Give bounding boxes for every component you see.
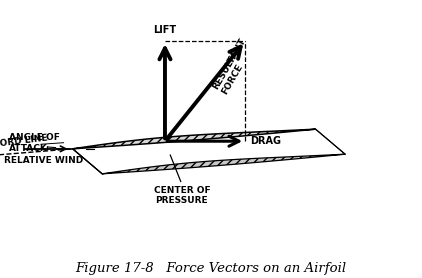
Polygon shape <box>102 154 345 174</box>
Text: CENTER OF
PRESSURE: CENTER OF PRESSURE <box>154 186 210 205</box>
Text: RELATIVE WIND: RELATIVE WIND <box>4 156 83 165</box>
Text: CHORD LINE: CHORD LINE <box>0 133 49 150</box>
Polygon shape <box>73 129 316 149</box>
Text: DRAG: DRAG <box>250 136 281 146</box>
Text: RESULTANT
FORCE: RESULTANT FORCE <box>211 37 256 96</box>
Text: ANGLE OF
ATTACK: ANGLE OF ATTACK <box>9 133 60 153</box>
Text: Figure 17-8   Force Vectors on an Airfoil: Figure 17-8 Force Vectors on an Airfoil <box>76 262 346 275</box>
Text: LIFT: LIFT <box>154 25 176 35</box>
